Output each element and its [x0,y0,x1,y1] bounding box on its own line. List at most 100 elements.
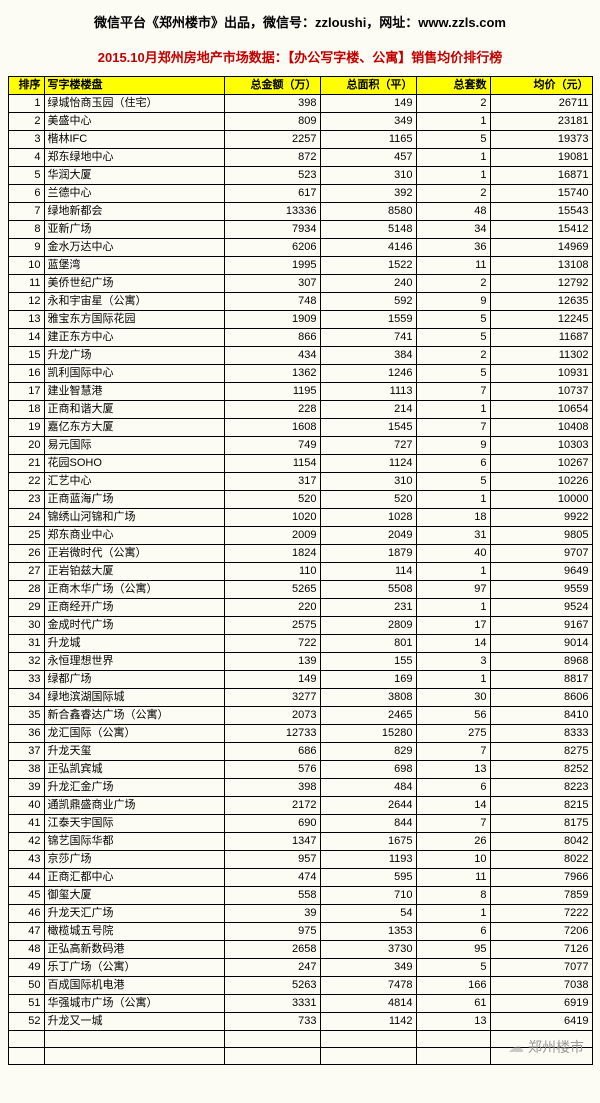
cell: 8 [8,221,44,239]
table-row: 25郑东商业中心20092049319805 [8,527,592,545]
cell: 398 [224,779,320,797]
cell: 嘉亿东方大厦 [44,419,224,437]
cell: 龙汇国际（公寓） [44,725,224,743]
cell: 绿城怡商玉园（住宅） [44,95,224,113]
cell: 郑东绿地中心 [44,149,224,167]
cell: 升龙城 [44,635,224,653]
cell: 474 [224,869,320,887]
cell: 523 [224,167,320,185]
cell: 595 [320,869,416,887]
table-row: 15升龙广场434384211302 [8,347,592,365]
cell: 26711 [490,95,592,113]
table-row: 32永恒理想世界13915538968 [8,653,592,671]
cell: 易元国际 [44,437,224,455]
cell: 35 [8,707,44,725]
cell: 1522 [320,257,416,275]
cell: 正商汇都中心 [44,869,224,887]
table-row: 17建业智慧港11951113710737 [8,383,592,401]
cell: 乐丁广场（公寓） [44,959,224,977]
cell: 正商和谐大厦 [44,401,224,419]
cell: 43 [8,851,44,869]
table-row: 35新合鑫睿达广场（公寓）20732465568410 [8,707,592,725]
cell: 14969 [490,239,592,257]
cell: 正商经开广场 [44,599,224,617]
cell: 36 [8,725,44,743]
cell: 748 [224,293,320,311]
cell: 2009 [224,527,320,545]
table-row: 27正岩铂兹大厦11011419649 [8,563,592,581]
cell: 14 [416,797,490,815]
cell: 44 [8,869,44,887]
table-row: 12永和宇宙星（公寓）748592912635 [8,293,592,311]
cell: 23181 [490,113,592,131]
cell: 花园SOHO [44,455,224,473]
cell: 39 [8,779,44,797]
cell: 15 [8,347,44,365]
cell: 12245 [490,311,592,329]
cell: 10226 [490,473,592,491]
cell: 214 [320,401,416,419]
cell: 7126 [490,941,592,959]
cell: 升龙天玺 [44,743,224,761]
cell: 2257 [224,131,320,149]
table-row: 10蓝堡湾199515221113108 [8,257,592,275]
cell: 13336 [224,203,320,221]
cell: 6 [416,779,490,797]
cell: 9649 [490,563,592,581]
cell: 97 [416,581,490,599]
table-row: 11美侨世纪广场307240212792 [8,275,592,293]
cell: 34 [8,689,44,707]
cell: 10 [8,257,44,275]
cell: 8968 [490,653,592,671]
cell: 华强城市广场（公寓） [44,995,224,1013]
cell: 22 [8,473,44,491]
cell: 39 [224,905,320,923]
cell: 1362 [224,365,320,383]
cell: 金成时代广场 [44,617,224,635]
cell: 30 [8,617,44,635]
cell: 8 [416,887,490,905]
cell: 亚新广场 [44,221,224,239]
cell: 御玺大厦 [44,887,224,905]
cell: 12635 [490,293,592,311]
cell: 434 [224,347,320,365]
cell: 1142 [320,1013,416,1031]
cell: 楷林IFC [44,131,224,149]
cell: 3277 [224,689,320,707]
cell: 40 [8,797,44,815]
cell: 正岩铂兹大厦 [44,563,224,581]
cell: 12 [8,293,44,311]
cell: 307 [224,275,320,293]
cell: 7 [416,419,490,437]
cell: 绿地滨湖国际城 [44,689,224,707]
cell: 10267 [490,455,592,473]
cell: 228 [224,401,320,419]
table-row: 7绿地新都会1333685804815543 [8,203,592,221]
cell: 蓝堡湾 [44,257,224,275]
cell: 1353 [320,923,416,941]
cell: 617 [224,185,320,203]
cell: 1545 [320,419,416,437]
cell: 733 [224,1013,320,1031]
cell: 727 [320,437,416,455]
cell: 310 [320,473,416,491]
cell: 百成国际机电港 [44,977,224,995]
table-row: 22汇艺中心317310510226 [8,473,592,491]
table-row: 20易元国际749727910303 [8,437,592,455]
cell: 1675 [320,833,416,851]
cell: 8252 [490,761,592,779]
cell: 7859 [490,887,592,905]
table-row: 24锦绣山河锦和广场10201028189922 [8,509,592,527]
watermark-text: 郑州楼市 [528,1037,584,1057]
cell: 2 [416,185,490,203]
cell: 11 [8,275,44,293]
cell: 49 [8,959,44,977]
table-row: 6兰德中心617392215740 [8,185,592,203]
cell: 1995 [224,257,320,275]
cell: 25 [8,527,44,545]
cell: 9922 [490,509,592,527]
cell: 8410 [490,707,592,725]
table-row: 19嘉亿东方大厦16081545710408 [8,419,592,437]
table-row: 4郑东绿地中心872457119081 [8,149,592,167]
cell: 6 [416,455,490,473]
